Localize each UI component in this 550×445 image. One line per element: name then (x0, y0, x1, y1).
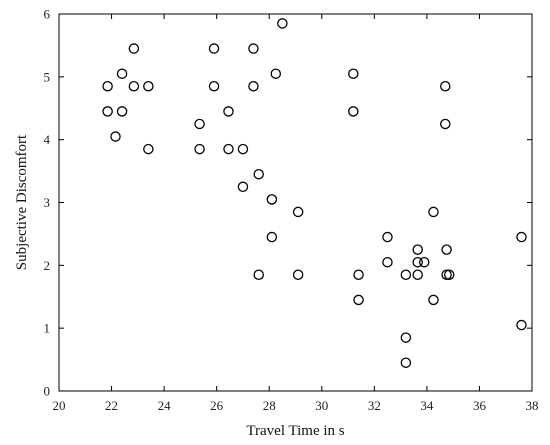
data-point (412, 269, 423, 281)
x-tick-label: 22 (105, 398, 118, 413)
data-point (110, 131, 121, 142)
x-tick-label: 30 (315, 398, 328, 413)
data-point (382, 256, 393, 268)
data-point (248, 81, 259, 92)
data-point (440, 118, 451, 130)
y-tick-label: 1 (44, 321, 51, 336)
data-point (412, 256, 423, 268)
data-point (143, 143, 154, 155)
data-point (237, 143, 249, 155)
data-markers (102, 18, 527, 368)
data-point (266, 231, 278, 243)
data-point (348, 68, 359, 79)
x-tick-label: 34 (420, 398, 434, 413)
x-tick-label: 26 (210, 398, 224, 413)
data-point (443, 269, 455, 281)
y-axis-label: Subjective Discomfort (14, 134, 30, 270)
data-point (266, 194, 278, 205)
data-point (208, 81, 220, 92)
data-point (237, 181, 249, 193)
data-point (400, 332, 412, 343)
x-tick-label: 38 (526, 398, 539, 413)
plot-area-frame (58, 13, 533, 392)
x-tick-label: 24 (158, 398, 172, 413)
data-point (428, 294, 439, 306)
x-tick-label: 20 (53, 398, 66, 413)
data-point (143, 81, 154, 92)
axis-ticks (58, 13, 533, 392)
x-tick-label: 36 (473, 398, 487, 413)
data-point (292, 206, 304, 218)
x-axis-label: Travel Time in s (246, 423, 344, 439)
data-point (270, 68, 282, 79)
y-tick-label: 6 (44, 7, 51, 22)
x-tick-label: 32 (368, 398, 381, 413)
data-point (116, 68, 128, 79)
data-point (353, 294, 364, 306)
data-point (428, 206, 439, 218)
y-tick-label: 0 (44, 384, 51, 399)
y-tick-label: 3 (44, 195, 51, 210)
data-point (353, 269, 364, 281)
data-point (441, 244, 452, 255)
data-point (516, 231, 527, 243)
data-point (412, 244, 423, 255)
data-point (116, 106, 128, 117)
data-point (441, 269, 452, 281)
data-point (194, 118, 205, 130)
data-point (253, 168, 264, 180)
y-tick-label: 2 (44, 258, 51, 273)
y-tick-label: 5 (44, 69, 51, 84)
data-point (400, 269, 412, 281)
y-tick-label: 4 (44, 132, 51, 147)
data-point (223, 143, 234, 155)
data-point (248, 43, 259, 54)
data-point (440, 81, 451, 92)
data-point (128, 81, 140, 92)
x-tick-label: 28 (263, 398, 276, 413)
data-point (348, 106, 359, 117)
data-point (194, 143, 205, 155)
data-point (400, 357, 412, 368)
data-point (516, 319, 527, 331)
data-point (223, 106, 234, 117)
data-point (292, 269, 304, 281)
data-point (277, 18, 288, 29)
data-point (102, 106, 113, 117)
data-point (382, 231, 393, 243)
data-point (128, 43, 140, 54)
data-point (208, 43, 220, 54)
data-point (102, 81, 113, 92)
data-point (253, 269, 264, 281)
data-point (419, 256, 430, 268)
